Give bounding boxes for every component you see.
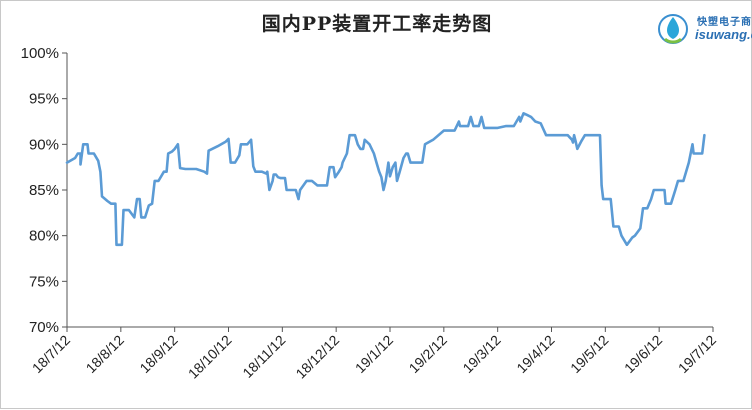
x-tick-label: 18/8/12 xyxy=(83,332,127,376)
x-tick-label: 19/4/12 xyxy=(513,332,557,376)
x-tick-label: 19/6/12 xyxy=(621,332,665,376)
x-tick-label: 18/9/12 xyxy=(136,332,180,376)
x-tick-label: 19/3/12 xyxy=(459,332,503,376)
x-tick-label: 18/10/12 xyxy=(185,332,235,382)
x-tick-label: 19/7/12 xyxy=(675,332,719,376)
x-tick-label: 19/5/12 xyxy=(567,332,611,376)
x-tick-label: 19/1/12 xyxy=(352,332,396,376)
x-tick-label: 18/7/12 xyxy=(29,332,73,376)
logo-text-cn: 快塑电子商 xyxy=(697,17,752,28)
x-tick-label: 19/2/12 xyxy=(406,332,450,376)
y-tick-label: 75% xyxy=(29,273,59,290)
y-tick-label: 95% xyxy=(29,91,59,108)
isuwang-logo: 快塑电子商 isuwang.co xyxy=(653,7,752,49)
series-line xyxy=(65,112,706,247)
x-tick-label: 18/11/12 xyxy=(239,332,288,381)
chart-title: 国内PP装置开工率走势图 xyxy=(261,13,493,35)
y-tick-label: 80% xyxy=(29,228,59,245)
x-tick-label: 18/12/12 xyxy=(292,332,342,382)
y-tick-label: 85% xyxy=(29,182,59,199)
y-tick-label: 90% xyxy=(29,136,59,153)
logo-drop-icon xyxy=(658,14,688,44)
logo-text-en: isuwang.co xyxy=(695,27,752,42)
y-tick-label: 70% xyxy=(29,319,59,336)
y-tick-label: 100% xyxy=(21,45,59,62)
